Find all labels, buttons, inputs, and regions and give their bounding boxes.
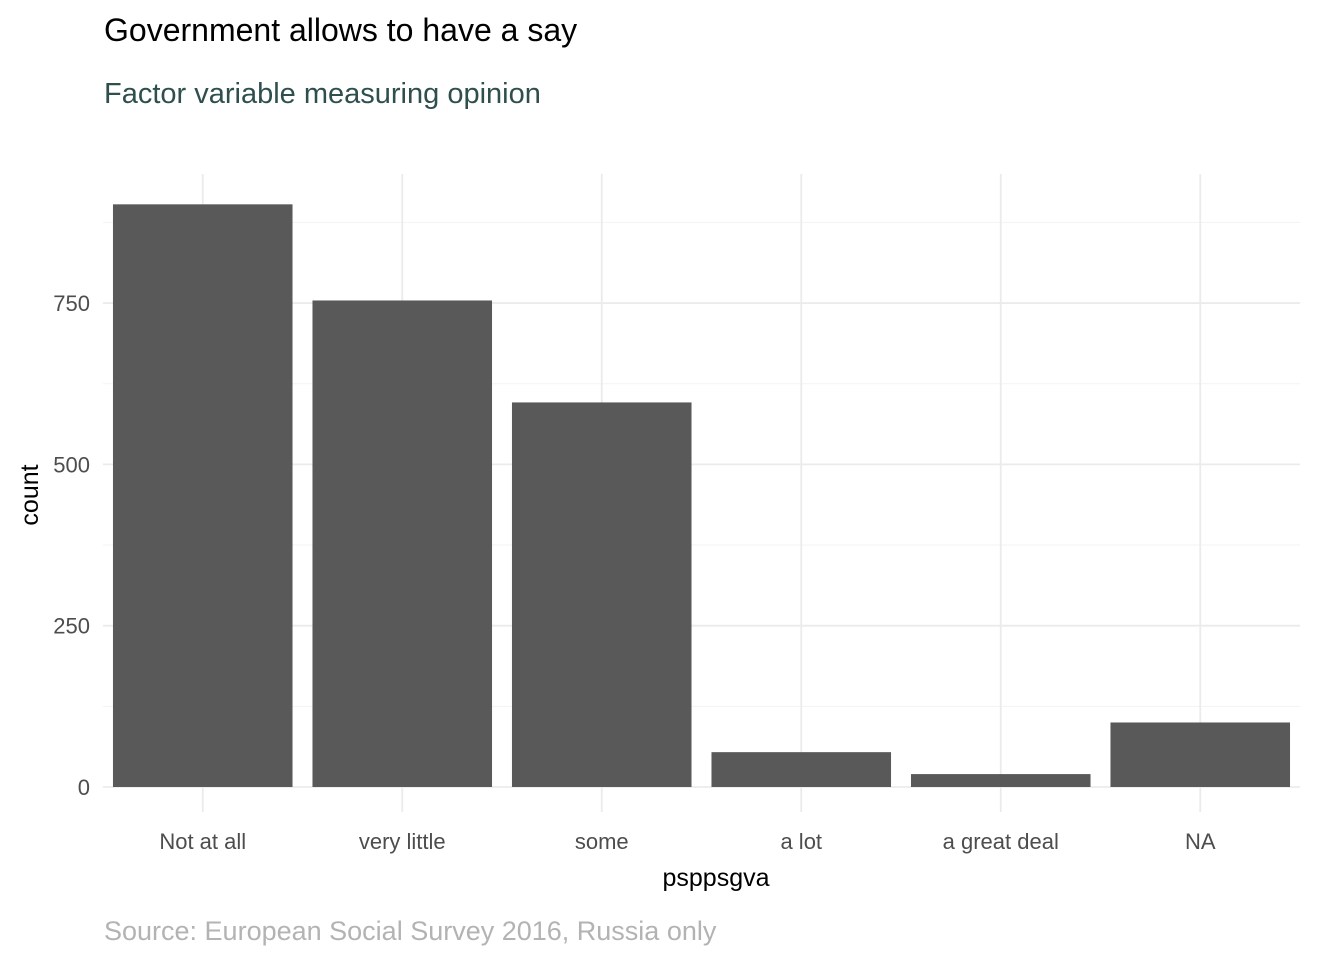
x-tick-label: a lot: [780, 829, 822, 854]
bar-na: [1110, 722, 1291, 787]
y-tick-label: 500: [53, 452, 90, 477]
bars: [112, 204, 1291, 787]
y-tick-label: 250: [53, 614, 90, 639]
x-tick-label: NA: [1185, 829, 1216, 854]
y-axis-tick-labels: 0 250 500 750: [53, 291, 90, 800]
x-tick-label: some: [575, 829, 629, 854]
y-tick-label: 750: [53, 291, 90, 316]
x-tick-label: a great deal: [943, 829, 1059, 854]
chart-title: Government allows to have a say: [104, 12, 577, 48]
bar-not-at-all: [112, 204, 293, 787]
chart-subtitle: Factor variable measuring opinion: [104, 78, 541, 110]
chart-caption: Source: European Social Survey 2016, Rus…: [104, 916, 717, 946]
major-gridlines: [103, 174, 1300, 812]
x-tick-label: very little: [359, 829, 446, 854]
bar-a-lot: [711, 752, 892, 787]
y-tick-label: 0: [78, 775, 90, 800]
x-axis-tick-labels: Not at all very little some a lot a great de…: [159, 829, 1216, 854]
y-axis-title: count: [16, 464, 44, 525]
x-tick-label: Not at all: [159, 829, 246, 854]
minor-gridlines: [103, 221, 1300, 707]
x-axis-title: psppsgva: [662, 864, 769, 892]
bar-some: [511, 402, 692, 787]
bar-very-little: [312, 300, 493, 787]
bar-a-great-deal: [910, 774, 1091, 787]
